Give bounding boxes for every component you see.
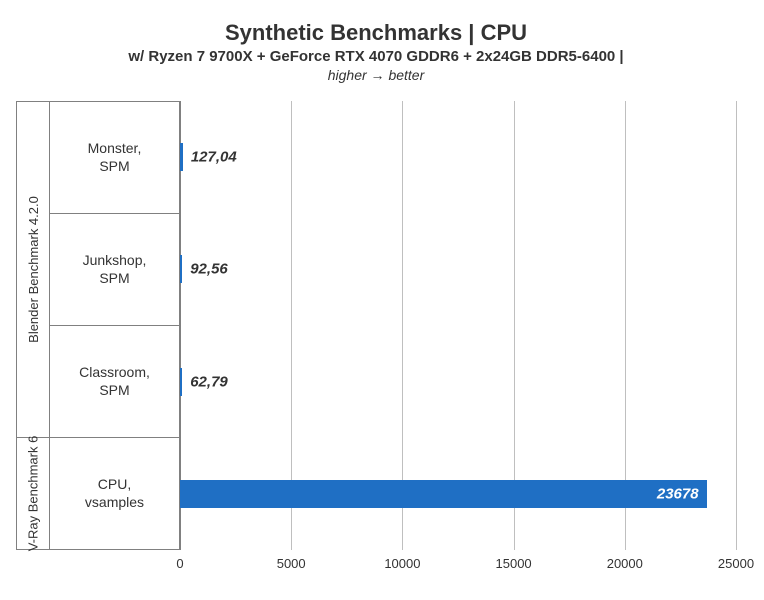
- x-tick-label: 15000: [496, 556, 532, 571]
- group-cell: Blender Benchmark 4.2.0: [16, 101, 50, 438]
- x-tick-label: 5000: [277, 556, 306, 571]
- chart-title: Synthetic Benchmarks | CPU: [16, 20, 736, 46]
- category-label: CPU,vsamples: [50, 438, 180, 550]
- bar: 127,04: [180, 143, 183, 171]
- group-axis: Blender Benchmark 4.2.0 V-Ray Benchmark 6: [16, 101, 50, 550]
- bar-row: 62,79: [180, 326, 736, 438]
- chart-subtitle: w/ Ryzen 7 9700X + GeForce RTX 4070 GDDR…: [16, 48, 736, 65]
- bar-value-label: 92,56: [190, 261, 228, 278]
- category-label: Classroom,SPM: [50, 326, 180, 438]
- bar-value-label: 23678: [657, 485, 699, 502]
- bar-row: 127,04: [180, 101, 736, 213]
- benchmark-chart: Synthetic Benchmarks | CPU w/ Ryzen 7 97…: [0, 0, 764, 600]
- chart-note: higher → better: [16, 67, 736, 83]
- chart-titles: Synthetic Benchmarks | CPU w/ Ryzen 7 97…: [16, 20, 736, 83]
- bar: 23678: [180, 480, 707, 508]
- bar-value-label: 127,04: [191, 149, 237, 166]
- bar-value-label: 62,79: [190, 373, 228, 390]
- bar-row: 23678: [180, 438, 736, 550]
- x-axis: 0500010000150002000025000: [180, 550, 736, 576]
- bar: 92,56: [180, 255, 182, 283]
- plot-area: 127,04 92,56 62,79 23678: [180, 101, 736, 550]
- bar: 62,79: [180, 368, 182, 396]
- x-tick-label: 20000: [607, 556, 643, 571]
- chart-body: Blender Benchmark 4.2.0 V-Ray Benchmark 6…: [16, 101, 736, 550]
- group-label: Blender Benchmark 4.2.0: [26, 196, 41, 343]
- category-label: Monster,SPM: [50, 101, 180, 214]
- category-label: Junkshop,SPM: [50, 214, 180, 326]
- gridline: [736, 101, 737, 550]
- group-cell: V-Ray Benchmark 6: [16, 438, 50, 551]
- group-label: V-Ray Benchmark 6: [26, 435, 41, 551]
- x-tick-label: 10000: [384, 556, 420, 571]
- category-axis: Monster,SPMJunkshop,SPMClassroom,SPMCPU,…: [50, 101, 180, 550]
- bar-row: 92,56: [180, 213, 736, 325]
- x-tick-label: 25000: [718, 556, 754, 571]
- x-tick-label: 0: [176, 556, 183, 571]
